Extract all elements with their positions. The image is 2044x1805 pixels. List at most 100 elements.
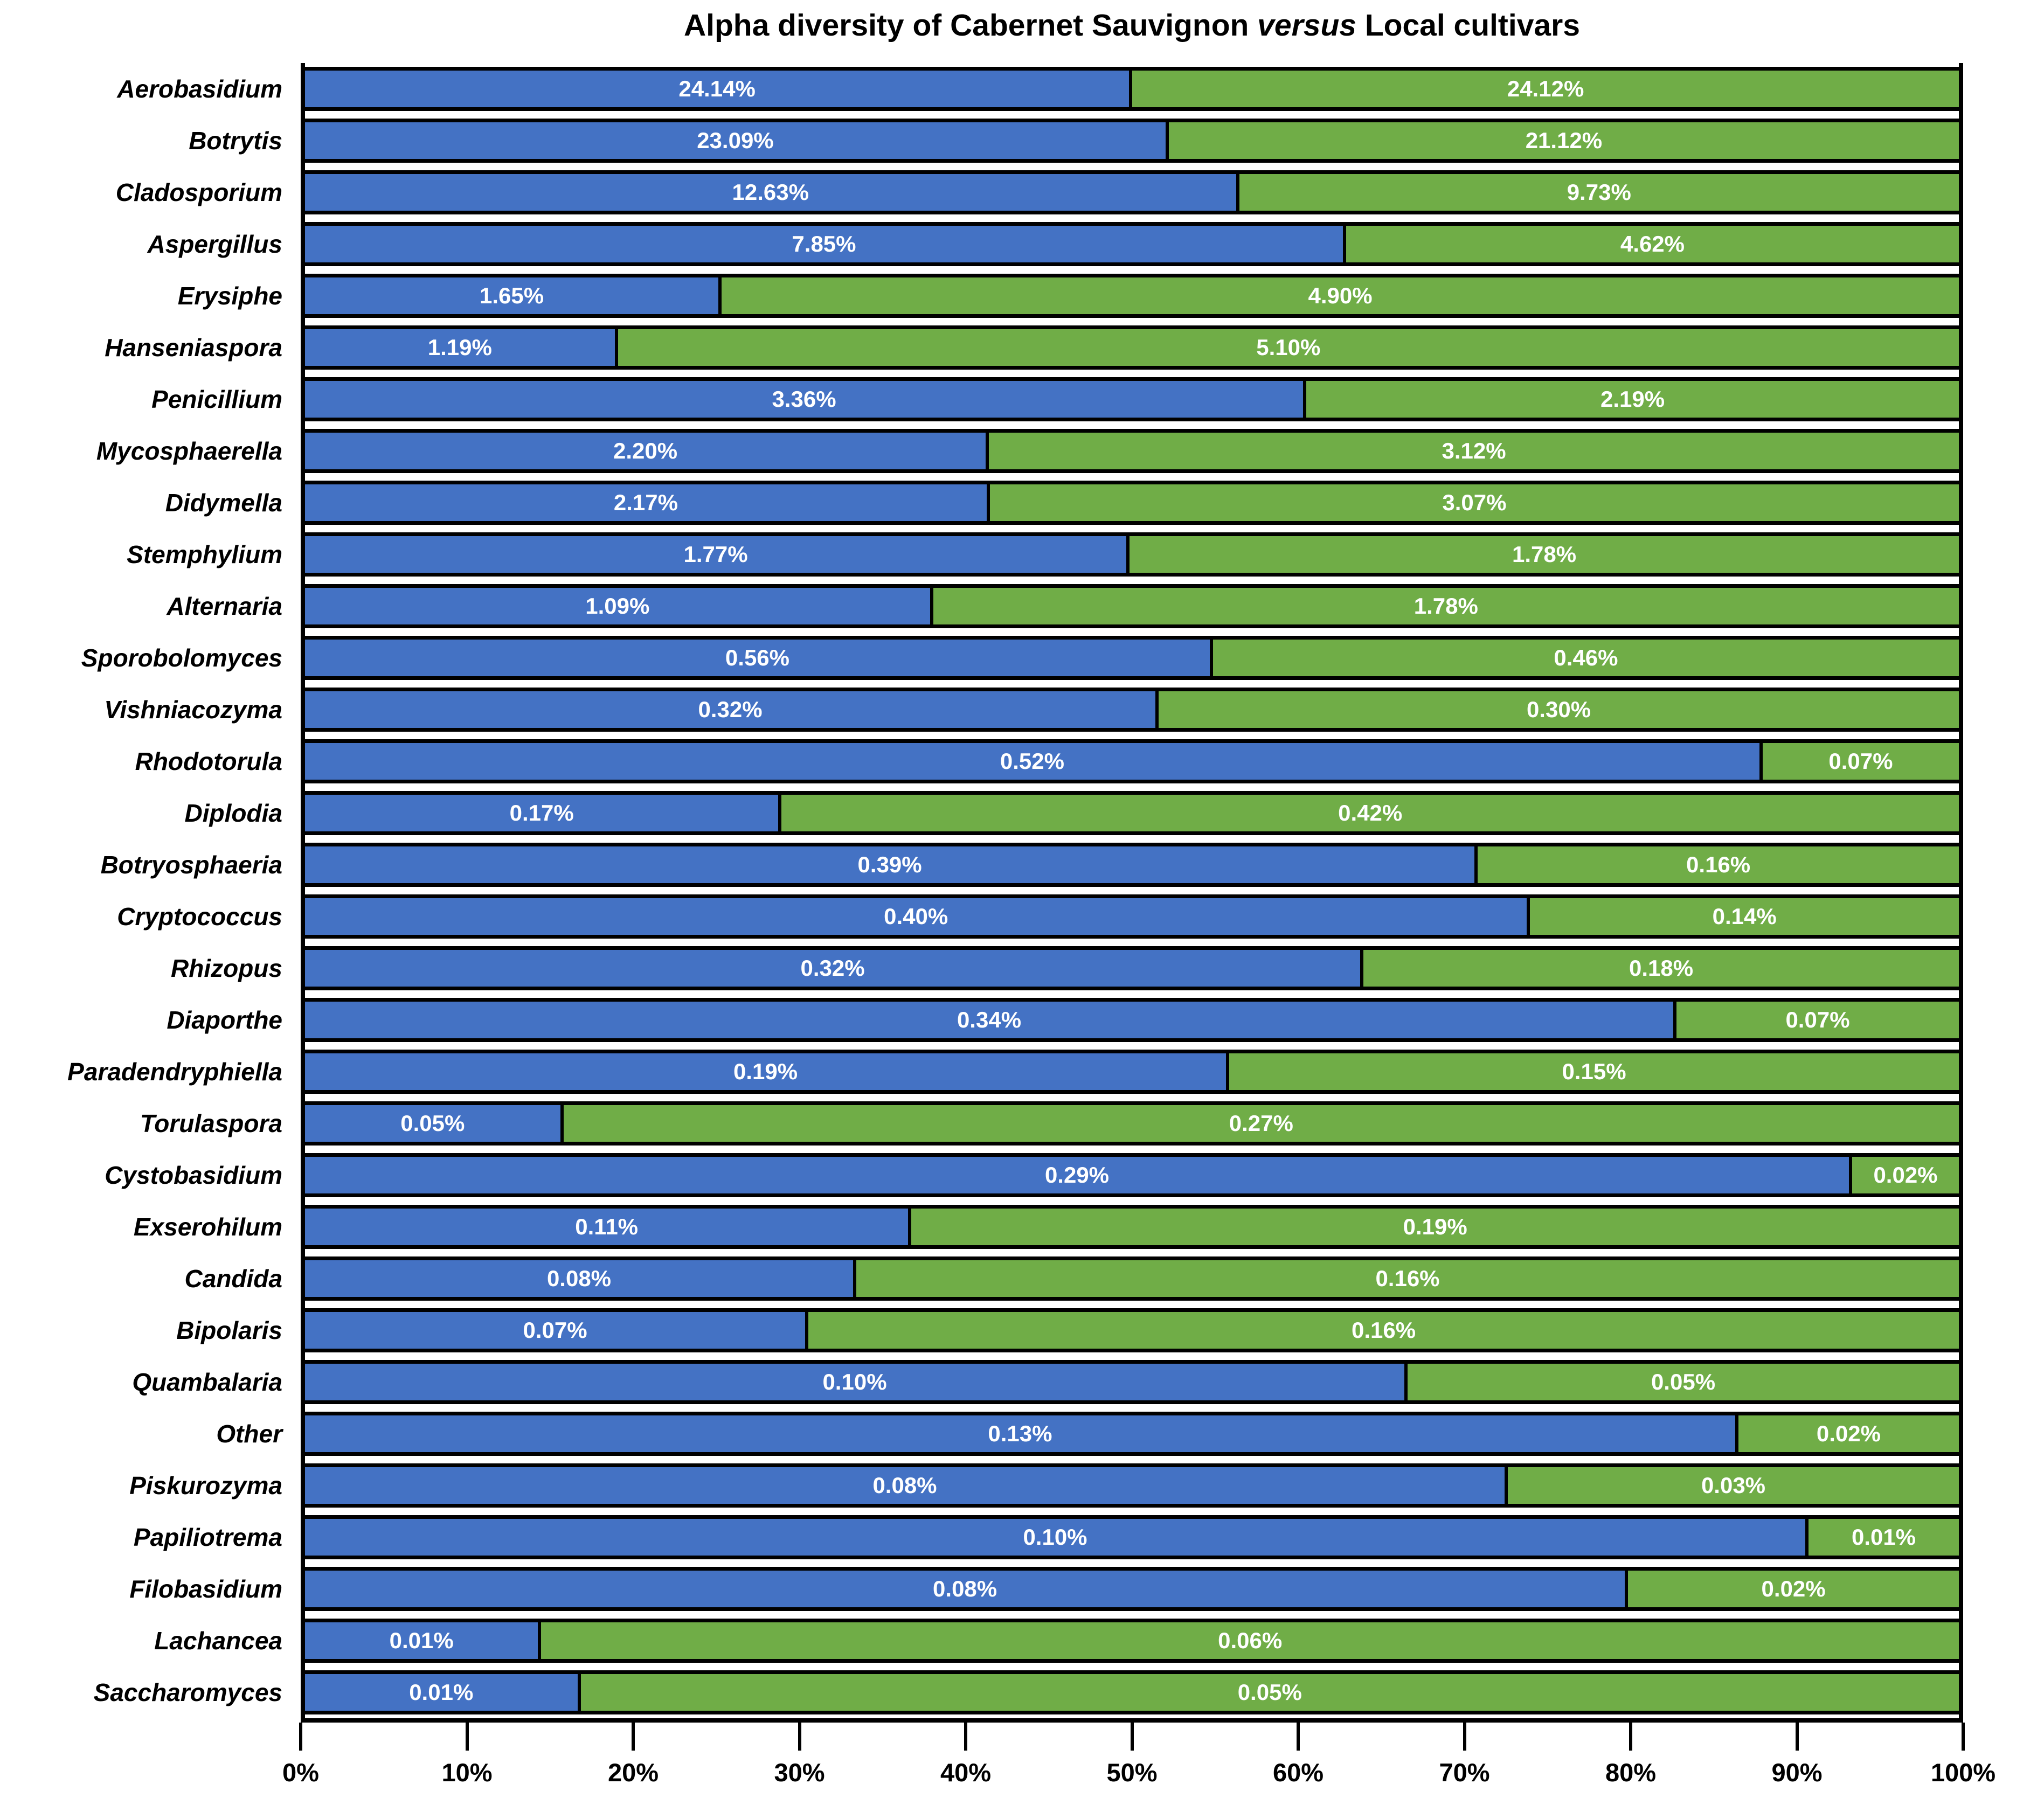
- y-label: Filobasidium: [129, 1575, 282, 1603]
- y-label: Alternaria: [167, 592, 282, 620]
- local-value-label: 0.06%: [1218, 1628, 1283, 1653]
- local-value-label: 3.12%: [1442, 438, 1506, 463]
- cabernet-segment: 24.14%: [305, 71, 1133, 107]
- bar-row: 0.10% 0.01%: [305, 1511, 1959, 1563]
- local-segment: 3.12%: [989, 433, 1959, 469]
- cabernet-value-label: 2.17%: [613, 490, 678, 515]
- bar-row: 7.85% 4.62%: [305, 218, 1959, 270]
- stacked-bar: 1.65% 4.90%: [305, 274, 1959, 318]
- cabernet-value-label: 0.08%: [546, 1266, 612, 1291]
- y-label: Rhizopus: [171, 954, 282, 982]
- stacked-bar: 0.10% 0.01%: [305, 1515, 1959, 1559]
- y-label: Mycosphaerella: [96, 437, 282, 465]
- cabernet-value-label: 0.11%: [575, 1214, 639, 1239]
- cabernet-value-label: 7.85%: [792, 231, 856, 256]
- y-label: Aspergillus: [147, 230, 282, 258]
- local-value-label: 1.78%: [1512, 542, 1577, 567]
- bar-row: 0.08% 0.03%: [305, 1460, 1959, 1511]
- stacked-bar: 0.17% 0.42%: [305, 791, 1959, 835]
- cabernet-segment: 0.32%: [305, 691, 1159, 728]
- cabernet-segment: 7.85%: [305, 226, 1346, 262]
- local-segment: 1.78%: [933, 588, 1959, 624]
- local-segment: 0.46%: [1212, 640, 1959, 676]
- local-segment: 0.02%: [1628, 1571, 1959, 1607]
- axis-tick-mark: [1297, 1723, 1300, 1751]
- y-label: Hanseniaspora: [105, 334, 282, 362]
- local-value-label: 1.78%: [1414, 593, 1478, 619]
- cabernet-segment: 0.08%: [305, 1571, 1629, 1607]
- axis-tick-label: 20%: [607, 1758, 659, 1787]
- cabernet-segment: 0.19%: [305, 1053, 1230, 1090]
- bar-row: 0.34% 0.07%: [305, 994, 1959, 1046]
- cabernet-value-label: 1.77%: [683, 542, 748, 567]
- y-label: Torulaspora: [140, 1109, 282, 1137]
- local-value-label: 0.03%: [1701, 1473, 1766, 1498]
- local-value-label: 0.42%: [1338, 800, 1403, 825]
- cabernet-value-label: 24.14%: [678, 76, 756, 101]
- axis-tick-mark: [798, 1723, 801, 1751]
- local-value-label: 0.16%: [1351, 1317, 1416, 1343]
- cabernet-value-label: 0.01%: [389, 1628, 454, 1653]
- axis-tick-mark: [1795, 1723, 1799, 1751]
- local-segment: 4.62%: [1346, 226, 1959, 262]
- stacked-bar: 12.63% 9.73%: [305, 170, 1959, 214]
- y-label: Aerobasidium: [117, 75, 282, 103]
- stacked-bar: 0.56% 0.46%: [305, 636, 1959, 680]
- cabernet-segment: 0.17%: [305, 795, 782, 831]
- bar-row: 1.19% 5.10%: [305, 322, 1959, 373]
- y-label: Diaporthe: [167, 1006, 282, 1034]
- local-value-label: 3.07%: [1442, 490, 1507, 515]
- local-value-label: 0.30%: [1526, 697, 1591, 722]
- y-label: Cystobasidium: [105, 1161, 282, 1189]
- local-segment: 0.16%: [856, 1260, 1959, 1297]
- y-label: Diplodia: [184, 799, 282, 827]
- axis-tick-label: 30%: [774, 1758, 825, 1787]
- local-segment: 0.02%: [1852, 1157, 1959, 1193]
- local-value-label: 0.14%: [1712, 904, 1777, 929]
- local-segment: 0.18%: [1363, 950, 1959, 987]
- bar-row: 0.39% 0.16%: [305, 839, 1959, 891]
- bar-row: 0.05% 0.27%: [305, 1098, 1959, 1149]
- cabernet-value-label: 2.20%: [613, 438, 678, 463]
- stacked-bar: 0.32% 0.30%: [305, 688, 1959, 732]
- axis-tick-mark: [632, 1723, 635, 1751]
- axis-tick-label: 50%: [1106, 1758, 1158, 1787]
- cabernet-segment: 2.20%: [305, 433, 989, 469]
- local-segment: 0.19%: [911, 1209, 1959, 1245]
- local-segment: 0.07%: [1762, 743, 1959, 780]
- axis-tick-label: 100%: [1930, 1758, 1996, 1787]
- cabernet-segment: 0.56%: [305, 640, 1213, 676]
- cabernet-value-label: 0.52%: [1000, 748, 1064, 774]
- local-segment: 1.78%: [1130, 536, 1959, 573]
- y-label: Didymella: [165, 489, 282, 517]
- cabernet-value-label: 1.19%: [427, 335, 492, 360]
- cabernet-value-label: 0.17%: [509, 800, 574, 825]
- bar-row: 2.20% 3.12%: [305, 425, 1959, 477]
- local-segment: 0.42%: [781, 795, 1959, 831]
- y-label: Lachancea: [154, 1627, 282, 1655]
- cabernet-value-label: 1.65%: [480, 283, 544, 308]
- cabernet-segment: 0.07%: [305, 1312, 809, 1349]
- local-segment: 21.12%: [1168, 122, 1959, 159]
- local-segment: 0.27%: [563, 1105, 1959, 1142]
- cabernet-segment: 1.09%: [305, 588, 933, 624]
- bar-row: 0.08% 0.16%: [305, 1253, 1959, 1304]
- bar-row: 0.52% 0.07%: [305, 735, 1959, 787]
- cabernet-segment: 1.77%: [305, 536, 1130, 573]
- stacked-bar: 0.08% 0.16%: [305, 1256, 1959, 1301]
- bar-row: 1.77% 1.78%: [305, 529, 1959, 580]
- local-value-label: 0.01%: [1851, 1524, 1916, 1550]
- stacked-bar: 1.77% 1.78%: [305, 532, 1959, 577]
- cabernet-value-label: 0.32%: [800, 955, 865, 981]
- local-segment: 0.05%: [580, 1674, 1959, 1711]
- y-label: Candida: [184, 1265, 282, 1293]
- y-axis-labels: Aerobasidium Botrytis Cladosporium Aspergil…: [0, 63, 285, 1718]
- axis-tick-label: 10%: [441, 1758, 493, 1787]
- local-value-label: 0.46%: [1554, 645, 1618, 670]
- local-value-label: 0.15%: [1562, 1059, 1626, 1084]
- local-segment: 2.19%: [1306, 381, 1959, 418]
- stacked-bar: 24.14% 24.12%: [305, 67, 1959, 111]
- y-label: Other: [216, 1420, 282, 1448]
- cabernet-value-label: 0.08%: [933, 1576, 997, 1601]
